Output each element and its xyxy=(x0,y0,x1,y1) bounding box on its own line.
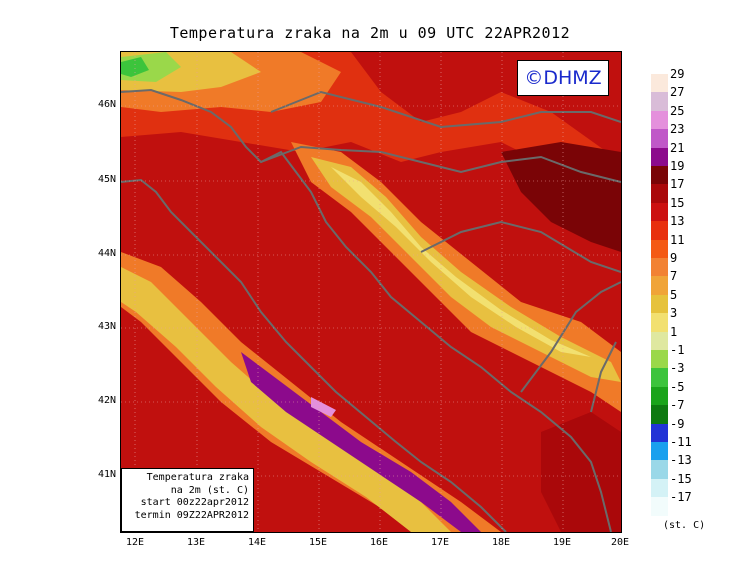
legend-level-label: 19 xyxy=(670,159,685,173)
legend-unit: (st. C) xyxy=(663,520,706,531)
legend-level-label: -15 xyxy=(670,471,692,486)
legend-swatch xyxy=(651,258,668,277)
legend-level-label: 13 xyxy=(670,214,685,229)
info-box: Temperatura zraka na 2m (st. C) start 00… xyxy=(121,468,254,532)
legend-level-label: -3 xyxy=(670,361,685,376)
legend-swatch xyxy=(651,202,668,222)
lon-label: 17E xyxy=(430,537,450,548)
lat-label: 45N xyxy=(97,174,116,185)
legend-swatch xyxy=(651,331,668,350)
legend-swatch xyxy=(651,129,668,148)
lat-label: 41N xyxy=(97,469,116,480)
legend-level-label: -9 xyxy=(670,416,685,431)
legend-level-label: -17 xyxy=(670,490,692,505)
info-line-3: start 00z22apr2012 xyxy=(140,497,249,508)
legend-level-label: 29 xyxy=(670,67,685,81)
legend-level-label: 25 xyxy=(670,103,685,118)
temperature-map: ©DHMZ Temperatura zraka na 2m (st. C) st… xyxy=(120,51,622,533)
legend-swatch xyxy=(651,497,668,516)
map-title: Temperatura zraka na 2m u 09 UTC 22APR20… xyxy=(169,24,571,42)
legend-swatch xyxy=(651,221,668,240)
legend-swatch xyxy=(651,442,668,461)
legend-swatch xyxy=(651,166,668,185)
legend-swatch xyxy=(651,350,668,369)
dhmz-logo: ©DHMZ xyxy=(517,60,609,96)
legend-swatch xyxy=(651,184,668,203)
legend-swatch xyxy=(651,386,668,406)
legend-level-label: 17 xyxy=(670,177,685,192)
lon-label: 13E xyxy=(186,537,206,548)
lat-label: 42N xyxy=(97,395,116,406)
legend-swatch xyxy=(651,405,668,424)
legend-level-label: 9 xyxy=(670,251,678,265)
legend-level-label: 1 xyxy=(670,324,678,339)
legend-swatch xyxy=(651,294,668,314)
legend-swatch xyxy=(651,423,668,442)
legend-level-label: -7 xyxy=(670,398,685,413)
info-line-4: termin 09Z22APR2012 xyxy=(134,509,249,521)
legend-swatch xyxy=(651,92,668,111)
legend-swatch xyxy=(651,313,668,332)
legend-swatch xyxy=(651,147,668,166)
lon-label: 12E xyxy=(125,537,145,548)
legend-swatch xyxy=(651,460,668,479)
legend-level-label: -11 xyxy=(670,435,692,449)
lat-label: 44N xyxy=(97,248,116,259)
lon-label: 16E xyxy=(369,537,389,548)
info-line-1: Temperatura zraka xyxy=(146,472,249,483)
legend-swatch xyxy=(651,276,668,295)
info-line-2: na 2m (st. C) xyxy=(170,484,249,496)
legend-swatch xyxy=(651,478,668,498)
lon-label: 14E xyxy=(247,537,267,548)
legend-swatch xyxy=(651,74,668,93)
legend-level-label: 3 xyxy=(670,306,678,321)
legend-level-label: -5 xyxy=(670,379,685,394)
legend-level-label: 23 xyxy=(670,122,685,137)
lon-label: 20E xyxy=(610,537,630,548)
legend-swatch xyxy=(651,239,668,258)
legend-level-label: -1 xyxy=(670,343,685,357)
temperature-field xyxy=(121,52,621,532)
legend-level-label: 11 xyxy=(670,232,685,247)
lon-label: 19E xyxy=(552,537,572,548)
legend-level-label: -13 xyxy=(670,453,692,468)
legend-level-label: 15 xyxy=(670,195,685,210)
legend-swatch xyxy=(651,368,668,387)
legend-level-label: 21 xyxy=(670,140,685,155)
legend-level-label: 5 xyxy=(670,287,678,302)
legend-level-label: 7 xyxy=(670,269,678,284)
legend-swatch xyxy=(651,110,668,130)
lon-label: 15E xyxy=(308,537,328,548)
lon-label: 18E xyxy=(491,537,511,548)
legend-level-label: 27 xyxy=(670,85,685,100)
lat-label: 46N xyxy=(97,99,116,110)
lat-label: 43N xyxy=(97,321,116,332)
